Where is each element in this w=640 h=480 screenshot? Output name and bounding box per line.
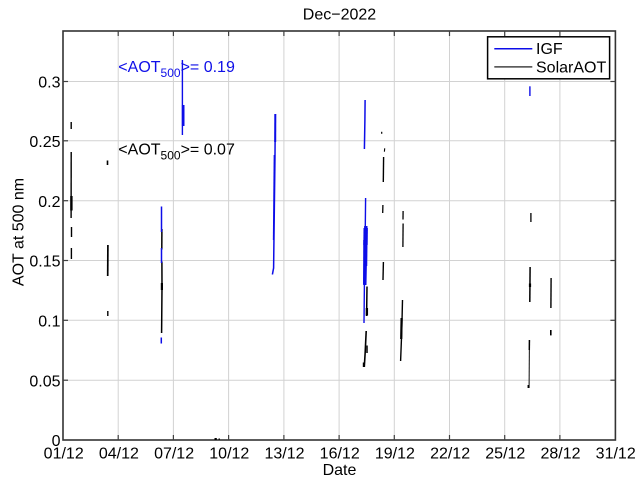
svg-text:Date: Date — [323, 462, 357, 479]
svg-text:07/12: 07/12 — [154, 446, 194, 463]
svg-text:IGF: IGF — [536, 41, 563, 58]
svg-text:0.15: 0.15 — [29, 254, 60, 271]
svg-text:SolarAOT: SolarAOT — [536, 59, 606, 76]
svg-text:0.1: 0.1 — [38, 314, 60, 331]
svg-text:10/12: 10/12 — [209, 446, 249, 463]
svg-text:<AOT500>= 0.19: <AOT500>= 0.19 — [118, 59, 235, 80]
svg-text:01/12: 01/12 — [44, 446, 84, 463]
svg-text:19/12: 19/12 — [375, 446, 415, 463]
svg-text:0.25: 0.25 — [29, 134, 60, 151]
svg-text:0.2: 0.2 — [38, 194, 60, 211]
svg-text:22/12: 22/12 — [430, 446, 470, 463]
svg-text:04/12: 04/12 — [99, 446, 139, 463]
svg-text:0.3: 0.3 — [38, 75, 60, 92]
svg-text:31/12: 31/12 — [596, 446, 636, 463]
svg-text:16/12: 16/12 — [320, 446, 360, 463]
svg-text:13/12: 13/12 — [264, 446, 304, 463]
svg-text:28/12: 28/12 — [540, 446, 580, 463]
svg-text:0.05: 0.05 — [29, 373, 60, 390]
svg-text:AOT at 500 nm: AOT at 500 nm — [11, 178, 28, 286]
svg-text:Dec−2022: Dec−2022 — [303, 7, 376, 24]
svg-text:25/12: 25/12 — [485, 446, 525, 463]
svg-text:0: 0 — [52, 433, 61, 450]
svg-text:<AOT500>= 0.07: <AOT500>= 0.07 — [118, 142, 235, 163]
